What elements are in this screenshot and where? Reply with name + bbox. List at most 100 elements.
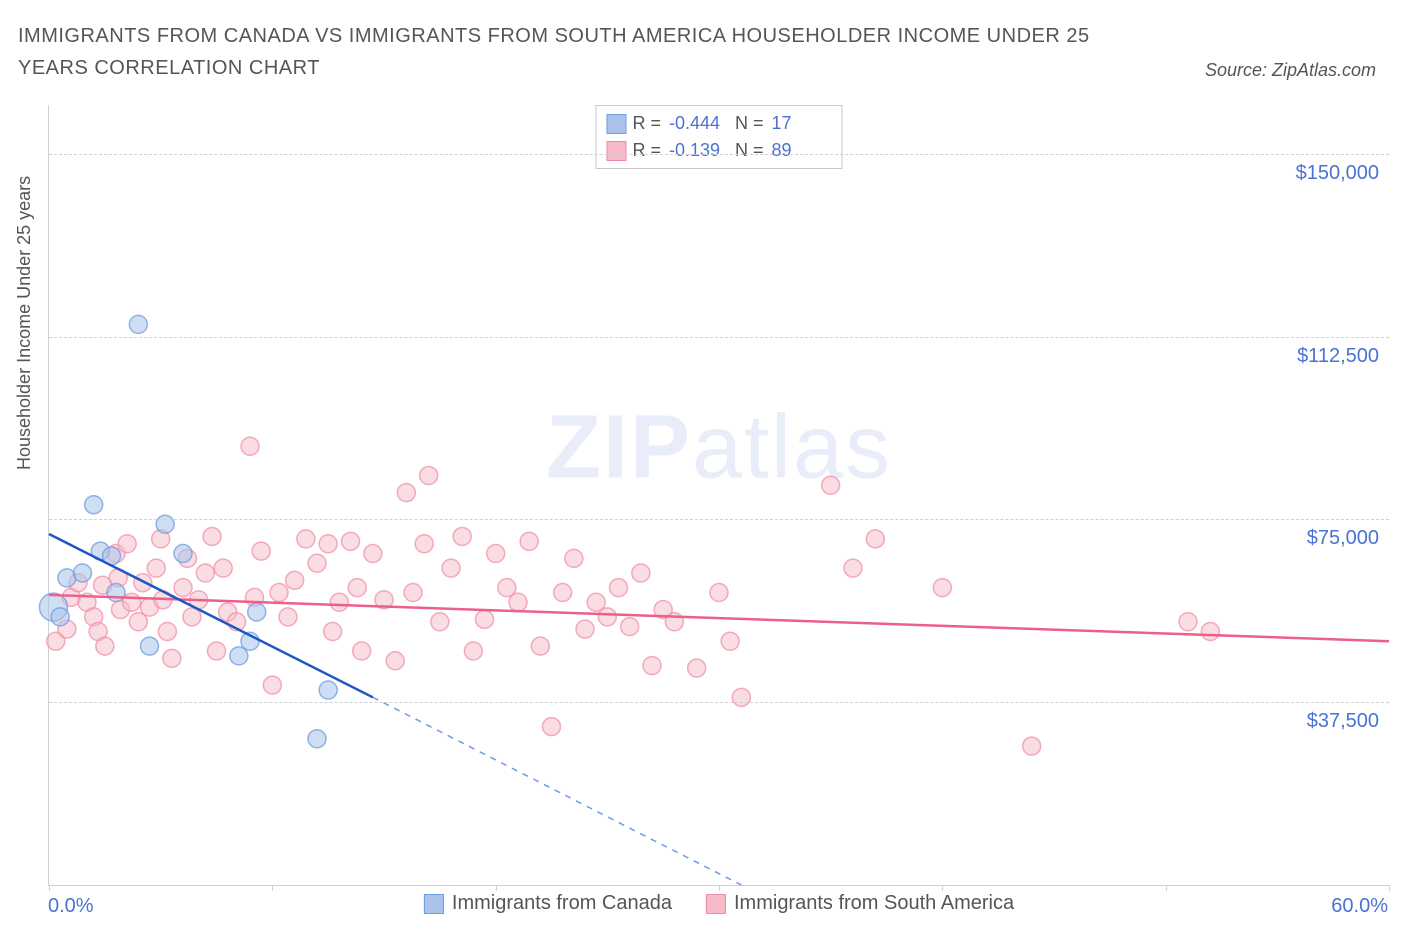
scatter-point (353, 642, 371, 660)
legend-bottom-label-sa: Immigrants from South America (734, 892, 1014, 915)
scatter-point (621, 618, 639, 636)
x-tick-mark (1389, 885, 1390, 891)
scatter-point (844, 559, 862, 577)
legend-r-value-sa: -0.139 (669, 137, 729, 164)
scatter-point (319, 535, 337, 553)
scatter-point (308, 554, 326, 572)
grid-line (49, 519, 1389, 520)
scatter-point (520, 532, 538, 550)
scatter-point (263, 676, 281, 694)
x-tick-mark (496, 885, 497, 891)
scatter-point (397, 484, 415, 502)
scatter-point (51, 608, 69, 626)
scatter-point (174, 545, 192, 563)
scatter-point (118, 535, 136, 553)
legend-bottom-sa: Immigrants from South America (706, 892, 1014, 915)
legend-swatch-sa (606, 141, 626, 161)
scatter-point (531, 637, 549, 655)
scatter-point (509, 593, 527, 611)
legend-bottom-swatch-sa (706, 894, 726, 914)
scatter-point (632, 564, 650, 582)
scatter-point (1201, 623, 1219, 641)
scatter-point (1179, 613, 1197, 631)
scatter-point (453, 527, 471, 545)
scatter-point (286, 571, 304, 589)
scatter-point (123, 593, 141, 611)
legend-n-value-sa: 89 (772, 137, 832, 164)
scatter-point (141, 637, 159, 655)
scatter-point (866, 530, 884, 548)
legend-row-sa: R = -0.139 N = 89 (606, 137, 831, 164)
scatter-point (643, 657, 661, 675)
legend-swatch-canada (606, 114, 626, 134)
scatter-point (241, 437, 259, 455)
x-tick-mark (942, 885, 943, 891)
scatter-point (732, 688, 750, 706)
scatter-point (208, 642, 226, 660)
legend-n-label-sa: N = (735, 137, 764, 164)
scatter-point (156, 515, 174, 533)
scatter-point (688, 659, 706, 677)
scatter-point (74, 564, 92, 582)
scatter-point (319, 681, 337, 699)
scatter-point (420, 467, 438, 485)
scatter-point (404, 584, 422, 602)
legend-row-canada: R = -0.444 N = 17 (606, 110, 831, 137)
grid-line (49, 154, 1389, 155)
scatter-point (710, 584, 728, 602)
scatter-point (348, 579, 366, 597)
y-tick-label: $75,000 (1307, 527, 1379, 550)
scatter-point (565, 549, 583, 567)
grid-line (49, 337, 1389, 338)
scatter-point (147, 559, 165, 577)
scatter-point (174, 579, 192, 597)
legend-n-label-canada: N = (735, 110, 764, 137)
scatter-point (158, 623, 176, 641)
scatter-point (487, 545, 505, 563)
scatter-point (386, 652, 404, 670)
scatter-point (610, 579, 628, 597)
scatter-point (598, 608, 616, 626)
scatter-point (330, 593, 348, 611)
scatter-point (431, 613, 449, 631)
scatter-point (415, 535, 433, 553)
legend-r-value-canada: -0.444 (669, 110, 729, 137)
scatter-point (96, 637, 114, 655)
scatter-point (1023, 737, 1041, 755)
scatter-point (464, 642, 482, 660)
legend-bottom-label-canada: Immigrants from Canada (452, 892, 672, 915)
scatter-point (252, 542, 270, 560)
scatter-point (203, 527, 221, 545)
legend-r-label-canada: R = (632, 110, 661, 137)
scatter-point (107, 584, 125, 602)
scatter-point (721, 632, 739, 650)
y-tick-label: $37,500 (1307, 710, 1379, 733)
scatter-point (163, 649, 181, 667)
scatter-point (308, 730, 326, 748)
y-axis-label: Householder Income Under 25 years (14, 176, 35, 470)
scatter-point (129, 315, 147, 333)
scatter-point (270, 584, 288, 602)
x-tick-mark (272, 885, 273, 891)
scatter-point (442, 559, 460, 577)
x-axis-max-label: 60.0% (1331, 895, 1388, 918)
scatter-point (554, 584, 572, 602)
scatter-point (324, 623, 342, 641)
scatter-point (279, 608, 297, 626)
source-label: Source: ZipAtlas.com (1205, 60, 1376, 81)
scatter-point (933, 579, 951, 597)
y-tick-label: $150,000 (1296, 162, 1379, 185)
scatter-point (134, 574, 152, 592)
chart-title: IMMIGRANTS FROM CANADA VS IMMIGRANTS FRO… (18, 20, 1146, 84)
scatter-point (543, 718, 561, 736)
scatter-point (822, 476, 840, 494)
scatter-point (342, 532, 360, 550)
legend-bottom-swatch-canada (424, 894, 444, 914)
x-tick-mark (719, 885, 720, 891)
x-axis-min-label: 0.0% (48, 895, 94, 918)
y-tick-label: $112,500 (1297, 345, 1379, 368)
legend-n-value-canada: 17 (772, 110, 832, 137)
grid-line (49, 702, 1389, 703)
chart-svg (49, 105, 1389, 885)
scatter-point (196, 564, 214, 582)
